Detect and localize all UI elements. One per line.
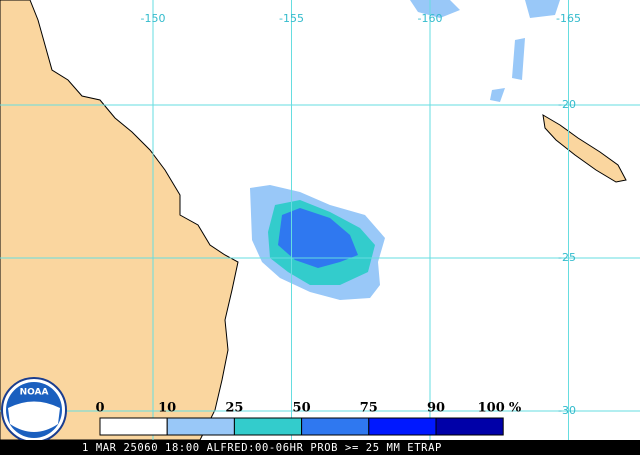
legend-swatch <box>99 417 168 436</box>
legend-label: 0 <box>95 401 104 416</box>
longitude-label: -165 <box>556 12 581 25</box>
legend-label: 90 <box>427 401 445 416</box>
longitude-label: -160 <box>418 12 443 25</box>
legend-swatch <box>301 417 370 436</box>
logo-wave <box>8 401 60 432</box>
graticule <box>0 0 640 440</box>
legend-swatch <box>166 417 235 436</box>
australia-land <box>0 0 239 441</box>
legend-swatch <box>233 417 303 436</box>
legend-label: 100 <box>478 401 505 416</box>
latitude-label: -30 <box>558 404 576 417</box>
legend: 0 10 25 50 75 90 100% <box>95 401 522 436</box>
new-caledonia-land <box>542 114 627 183</box>
legend-label: 10 <box>158 401 176 416</box>
prob-scattered <box>410 0 560 102</box>
caption: 1 MAR 25060 18:00 ALFRED:00-06HR PROB >=… <box>82 442 442 454</box>
logo-text: NOAA <box>20 388 49 398</box>
latitude-label: -20 <box>558 98 576 111</box>
noaa-logo: NOAA <box>1 377 67 443</box>
legend-label: 25 <box>225 401 243 416</box>
legend-swatch <box>435 417 504 436</box>
probability-area <box>250 0 560 300</box>
longitude-label: -150 <box>141 12 166 25</box>
legend-swatch <box>368 417 437 436</box>
legend-label: 50 <box>293 401 311 416</box>
legend-unit: % <box>509 401 522 416</box>
prob-50-75 <box>278 208 358 268</box>
legend-label: 75 <box>360 401 378 416</box>
graticule-labels: -150 -155 -160 -165 -20 -25 -30 <box>141 12 581 417</box>
latitude-label: -25 <box>558 251 576 264</box>
longitude-label: -155 <box>279 12 304 25</box>
caption-bar <box>0 440 640 455</box>
